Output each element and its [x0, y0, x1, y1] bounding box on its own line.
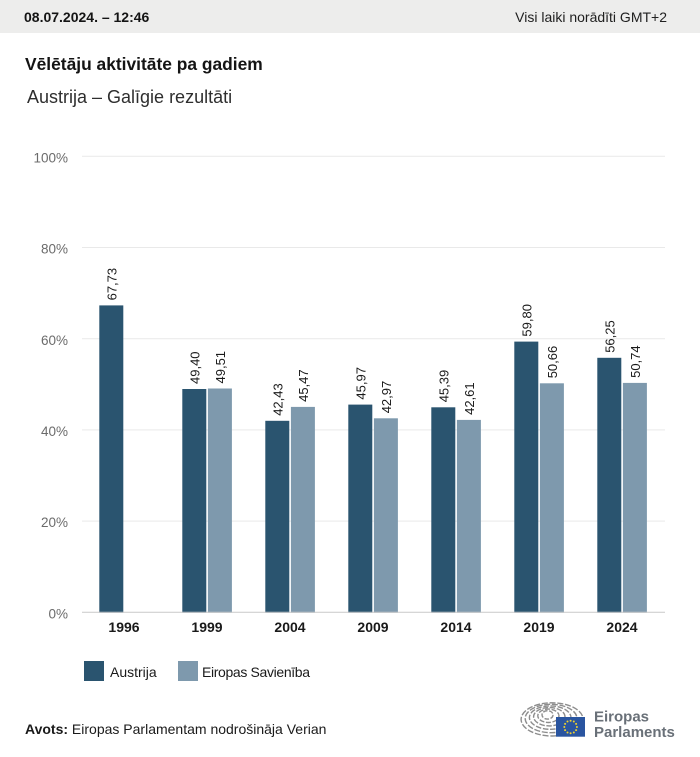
svg-text:67,73: 67,73	[105, 268, 120, 301]
svg-text:2004: 2004	[274, 619, 305, 635]
svg-text:80%: 80%	[41, 242, 68, 257]
svg-text:45,97: 45,97	[354, 367, 369, 400]
svg-text:2014: 2014	[440, 619, 471, 635]
svg-text:59,80: 59,80	[520, 304, 535, 337]
svg-text:100%: 100%	[33, 150, 68, 165]
svg-text:45,39: 45,39	[437, 370, 452, 403]
svg-text:42,61: 42,61	[462, 382, 477, 415]
svg-text:2024: 2024	[606, 619, 637, 635]
svg-text:42,97: 42,97	[379, 381, 394, 414]
svg-text:2009: 2009	[357, 619, 388, 635]
svg-text:49,51: 49,51	[213, 351, 228, 384]
svg-text:50,74: 50,74	[628, 345, 643, 378]
svg-text:1999: 1999	[191, 619, 222, 635]
svg-text:56,25: 56,25	[603, 320, 618, 353]
svg-text:50,66: 50,66	[545, 346, 560, 379]
svg-text:42,43: 42,43	[271, 383, 286, 416]
svg-text:Parlaments: Parlaments	[594, 724, 675, 741]
svg-text:20%: 20%	[41, 515, 68, 530]
svg-text:Eiropas: Eiropas	[594, 708, 649, 725]
svg-text:2019: 2019	[523, 619, 554, 635]
svg-text:0%: 0%	[48, 606, 68, 621]
svg-text:49,40: 49,40	[188, 351, 203, 384]
svg-text:40%: 40%	[41, 424, 68, 439]
svg-text:1996: 1996	[108, 619, 139, 635]
svg-text:45,47: 45,47	[296, 369, 311, 402]
svg-text:60%: 60%	[41, 333, 68, 348]
